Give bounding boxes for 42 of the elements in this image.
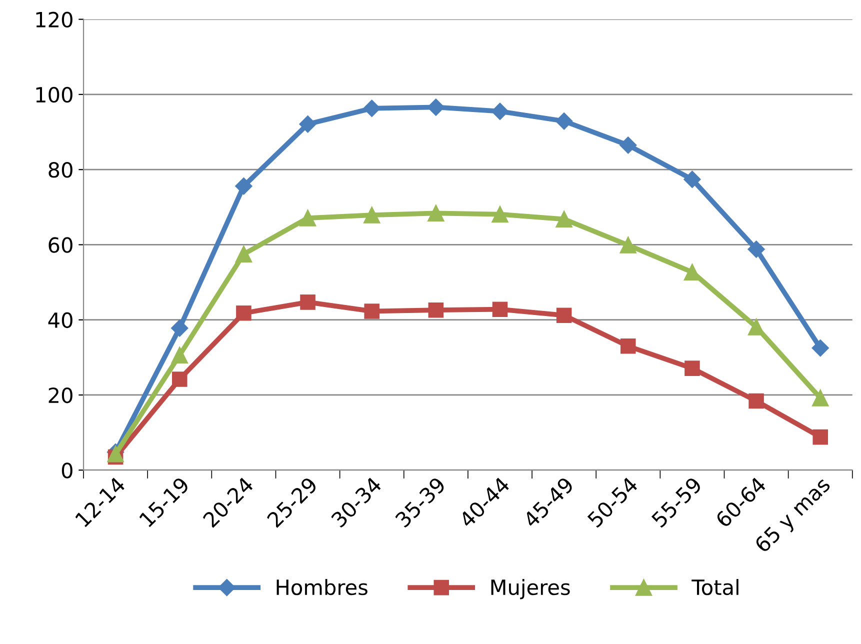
point bbox=[171, 320, 188, 337]
y-tick-label: 20 bbox=[48, 387, 72, 404]
point bbox=[299, 210, 316, 226]
point bbox=[364, 206, 380, 224]
y-tick-label: 40 bbox=[48, 312, 72, 328]
y-tick-label: 80 bbox=[48, 162, 72, 178]
point bbox=[812, 339, 829, 357]
point bbox=[492, 302, 508, 317]
point bbox=[556, 210, 572, 228]
point bbox=[235, 246, 252, 262]
point bbox=[235, 178, 252, 195]
point bbox=[236, 305, 252, 321]
legend-label: Total bbox=[692, 579, 738, 596]
point bbox=[556, 112, 573, 130]
y-tick-label: 120 bbox=[36, 12, 72, 28]
point bbox=[300, 294, 316, 310]
legend-label: Mujeres bbox=[491, 579, 570, 600]
point bbox=[556, 308, 572, 323]
point bbox=[812, 390, 829, 406]
point bbox=[363, 100, 380, 117]
point bbox=[299, 116, 316, 133]
point bbox=[172, 372, 188, 387]
point bbox=[748, 393, 764, 409]
point bbox=[684, 170, 701, 188]
point bbox=[620, 338, 636, 354]
y-tick-label: 60 bbox=[48, 237, 72, 253]
point bbox=[492, 206, 508, 223]
point bbox=[427, 98, 444, 116]
legend-label: Hombres bbox=[276, 579, 368, 596]
point bbox=[428, 302, 444, 318]
point bbox=[364, 304, 380, 319]
point bbox=[491, 102, 509, 120]
point bbox=[620, 236, 636, 254]
point bbox=[748, 240, 765, 258]
point bbox=[684, 360, 700, 376]
y-tick-label: 0 bbox=[62, 462, 72, 478]
point bbox=[748, 318, 765, 336]
y-tick-label: 100 bbox=[36, 86, 72, 103]
point bbox=[812, 429, 828, 445]
point bbox=[171, 346, 188, 364]
point bbox=[620, 136, 637, 154]
point bbox=[428, 204, 444, 222]
